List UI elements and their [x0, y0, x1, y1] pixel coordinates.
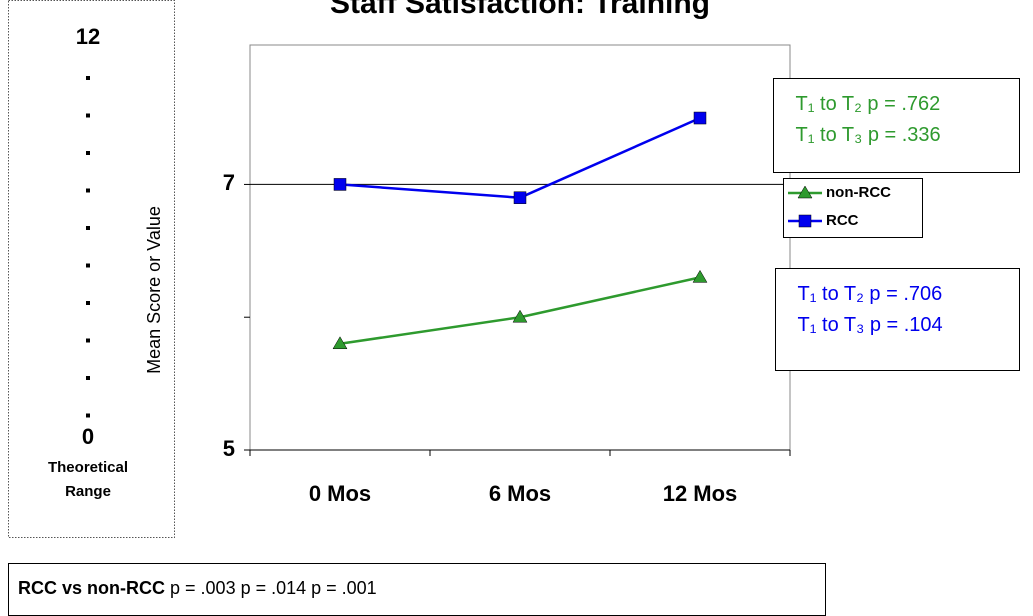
- side-panel-box: [8, 0, 175, 538]
- annotation-box: [775, 268, 1020, 371]
- range-dot: [86, 338, 90, 343]
- range-dot: [86, 188, 90, 193]
- range-dot: [86, 113, 90, 118]
- range-dot: [86, 263, 90, 268]
- range-dot: [86, 151, 90, 155]
- point: [693, 111, 707, 125]
- annotation-text: T₁ to T₃ p = .336: [796, 124, 941, 146]
- legend-label: RCC: [826, 212, 859, 229]
- y-tick-label: 5: [223, 436, 235, 461]
- range-label: Range: [65, 483, 111, 500]
- legend-label: non-RCC: [826, 184, 891, 201]
- annotation-box: [773, 78, 1020, 173]
- footer-text: RCC vs non-RCC p = .003 p = .014 p = .00…: [18, 578, 377, 598]
- x-tick-label: 6 Mos: [489, 481, 551, 506]
- point: [332, 336, 348, 350]
- series-line: [339, 116, 701, 199]
- point: [512, 309, 528, 323]
- range-dot: [86, 226, 90, 230]
- annotation-text: T₁ to T₃ p = .104: [798, 314, 943, 336]
- x-tick-label: 12 Mos: [663, 481, 738, 506]
- point: [333, 178, 347, 191]
- footer-box: [8, 563, 826, 616]
- point: [513, 191, 527, 204]
- y-axis-label: Mean Score or Value: [144, 206, 164, 374]
- legend-marker: [798, 214, 812, 228]
- plot-area: [249, 44, 791, 451]
- range-dot: [86, 413, 90, 418]
- range-dot: [86, 301, 90, 305]
- y-tick-label: 7: [223, 170, 235, 195]
- chart-title: Staff Satisfaction: Training: [330, 0, 710, 20]
- range-dot: [86, 376, 90, 380]
- annotation-text: T₁ to T₂ p = .762: [796, 93, 941, 115]
- legend-box: [783, 178, 923, 238]
- point: [692, 269, 708, 283]
- annotation-text: T₁ to T₂ p = .706: [798, 283, 943, 305]
- range-min: 0: [82, 424, 94, 449]
- range-dot: [86, 76, 90, 80]
- footer-bold: RCC vs non-RCC: [18, 578, 165, 598]
- range-label: Theoretical: [48, 459, 128, 476]
- range-dots: [86, 76, 90, 418]
- footer-pvalues: p = .003 p = .014 p = .001: [170, 578, 377, 598]
- x-tick-label: 0 Mos: [309, 481, 371, 506]
- legend-marker: [797, 185, 813, 199]
- range-max: 12: [76, 24, 100, 49]
